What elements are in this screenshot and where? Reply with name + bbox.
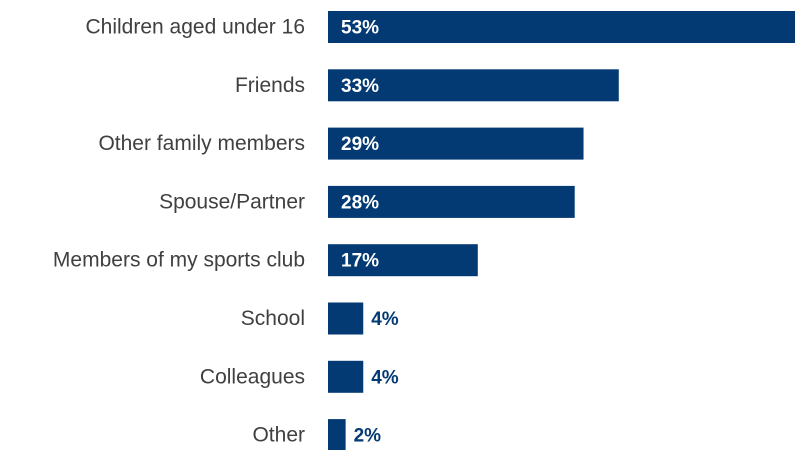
category-label: Spouse/Partner xyxy=(159,190,305,213)
category-label: Children aged under 16 xyxy=(86,16,306,39)
bar xyxy=(328,127,584,160)
data-label: 28% xyxy=(341,192,379,213)
data-label: 33% xyxy=(341,76,379,97)
data-label: 29% xyxy=(341,134,379,155)
bar xyxy=(328,244,478,277)
category-label: School xyxy=(241,307,305,330)
bar xyxy=(328,360,364,393)
bar xyxy=(328,185,575,218)
data-label: 53% xyxy=(341,18,379,39)
data-label: 17% xyxy=(341,251,379,272)
category-label: Members of my sports club xyxy=(53,249,305,272)
bar xyxy=(328,302,364,335)
value-labels: 53% 33% 29% 28% 17% 4% 4% 2% xyxy=(341,18,399,447)
data-label: 4% xyxy=(371,309,399,330)
bar xyxy=(328,11,795,43)
bars xyxy=(328,11,795,450)
data-label: 2% xyxy=(354,426,382,447)
category-label: Friends xyxy=(235,74,305,97)
category-labels: Children aged under 16 Friends Other famil… xyxy=(53,16,305,447)
bar xyxy=(328,69,619,102)
category-label: Other xyxy=(252,424,305,447)
bar xyxy=(328,419,346,450)
data-label: 4% xyxy=(371,367,399,388)
category-label: Colleagues xyxy=(200,365,305,388)
category-label: Other family members xyxy=(98,132,305,155)
